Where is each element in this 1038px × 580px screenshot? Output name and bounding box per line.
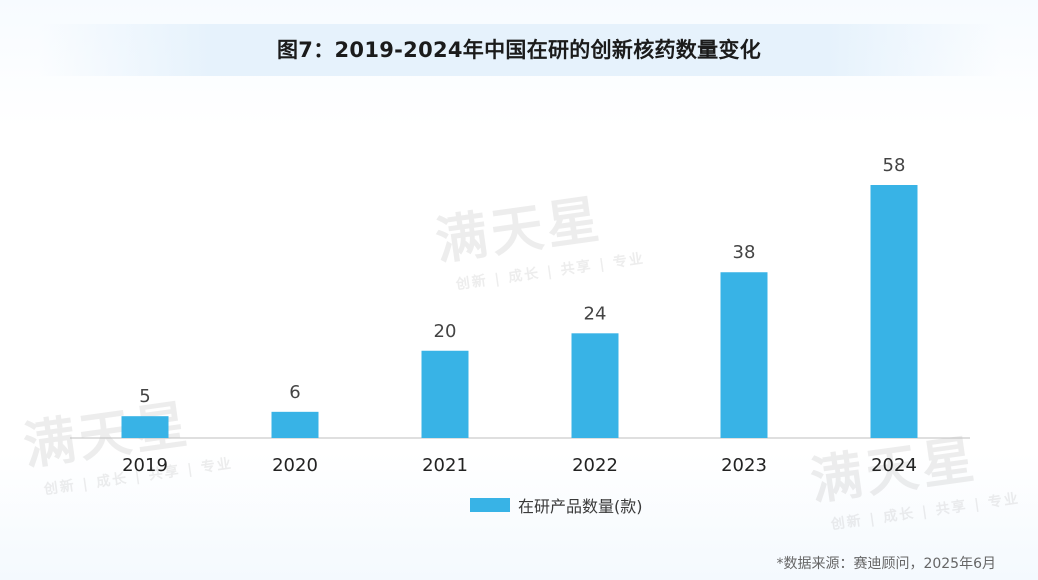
data-label-2022: 24 <box>584 303 607 324</box>
bar-2024 <box>870 185 918 438</box>
data-label-2021: 20 <box>434 321 457 342</box>
bar-2019 <box>121 416 169 438</box>
x-tick-label-2021: 2021 <box>422 455 468 476</box>
title-band <box>38 24 1000 76</box>
bar-2022 <box>571 333 619 438</box>
data-label-2019: 5 <box>139 386 150 407</box>
legend: 在研产品数量(款) <box>470 493 643 517</box>
x-tick-label-2020: 2020 <box>272 455 318 476</box>
data-label-2020: 6 <box>289 382 300 403</box>
source-note: *数据来源：赛迪顾问，2025年6月 <box>776 556 996 572</box>
chart-title: 图7：2019-2024年中国在研的创新核药数量变化 <box>276 38 762 62</box>
bar-2020 <box>271 411 319 438</box>
x-tick-label-2022: 2022 <box>572 455 618 476</box>
x-tick-label-2024: 2024 <box>871 455 917 476</box>
legend-label: 在研产品数量(款) <box>518 497 643 516</box>
data-label-2024: 58 <box>883 155 906 176</box>
x-tick-label-2019: 2019 <box>122 455 168 476</box>
data-label-2023: 38 <box>733 242 756 263</box>
bar-2021 <box>421 350 469 438</box>
x-tick-label-2023: 2023 <box>721 455 767 476</box>
bar-2023 <box>720 272 768 438</box>
legend-swatch <box>470 498 510 512</box>
